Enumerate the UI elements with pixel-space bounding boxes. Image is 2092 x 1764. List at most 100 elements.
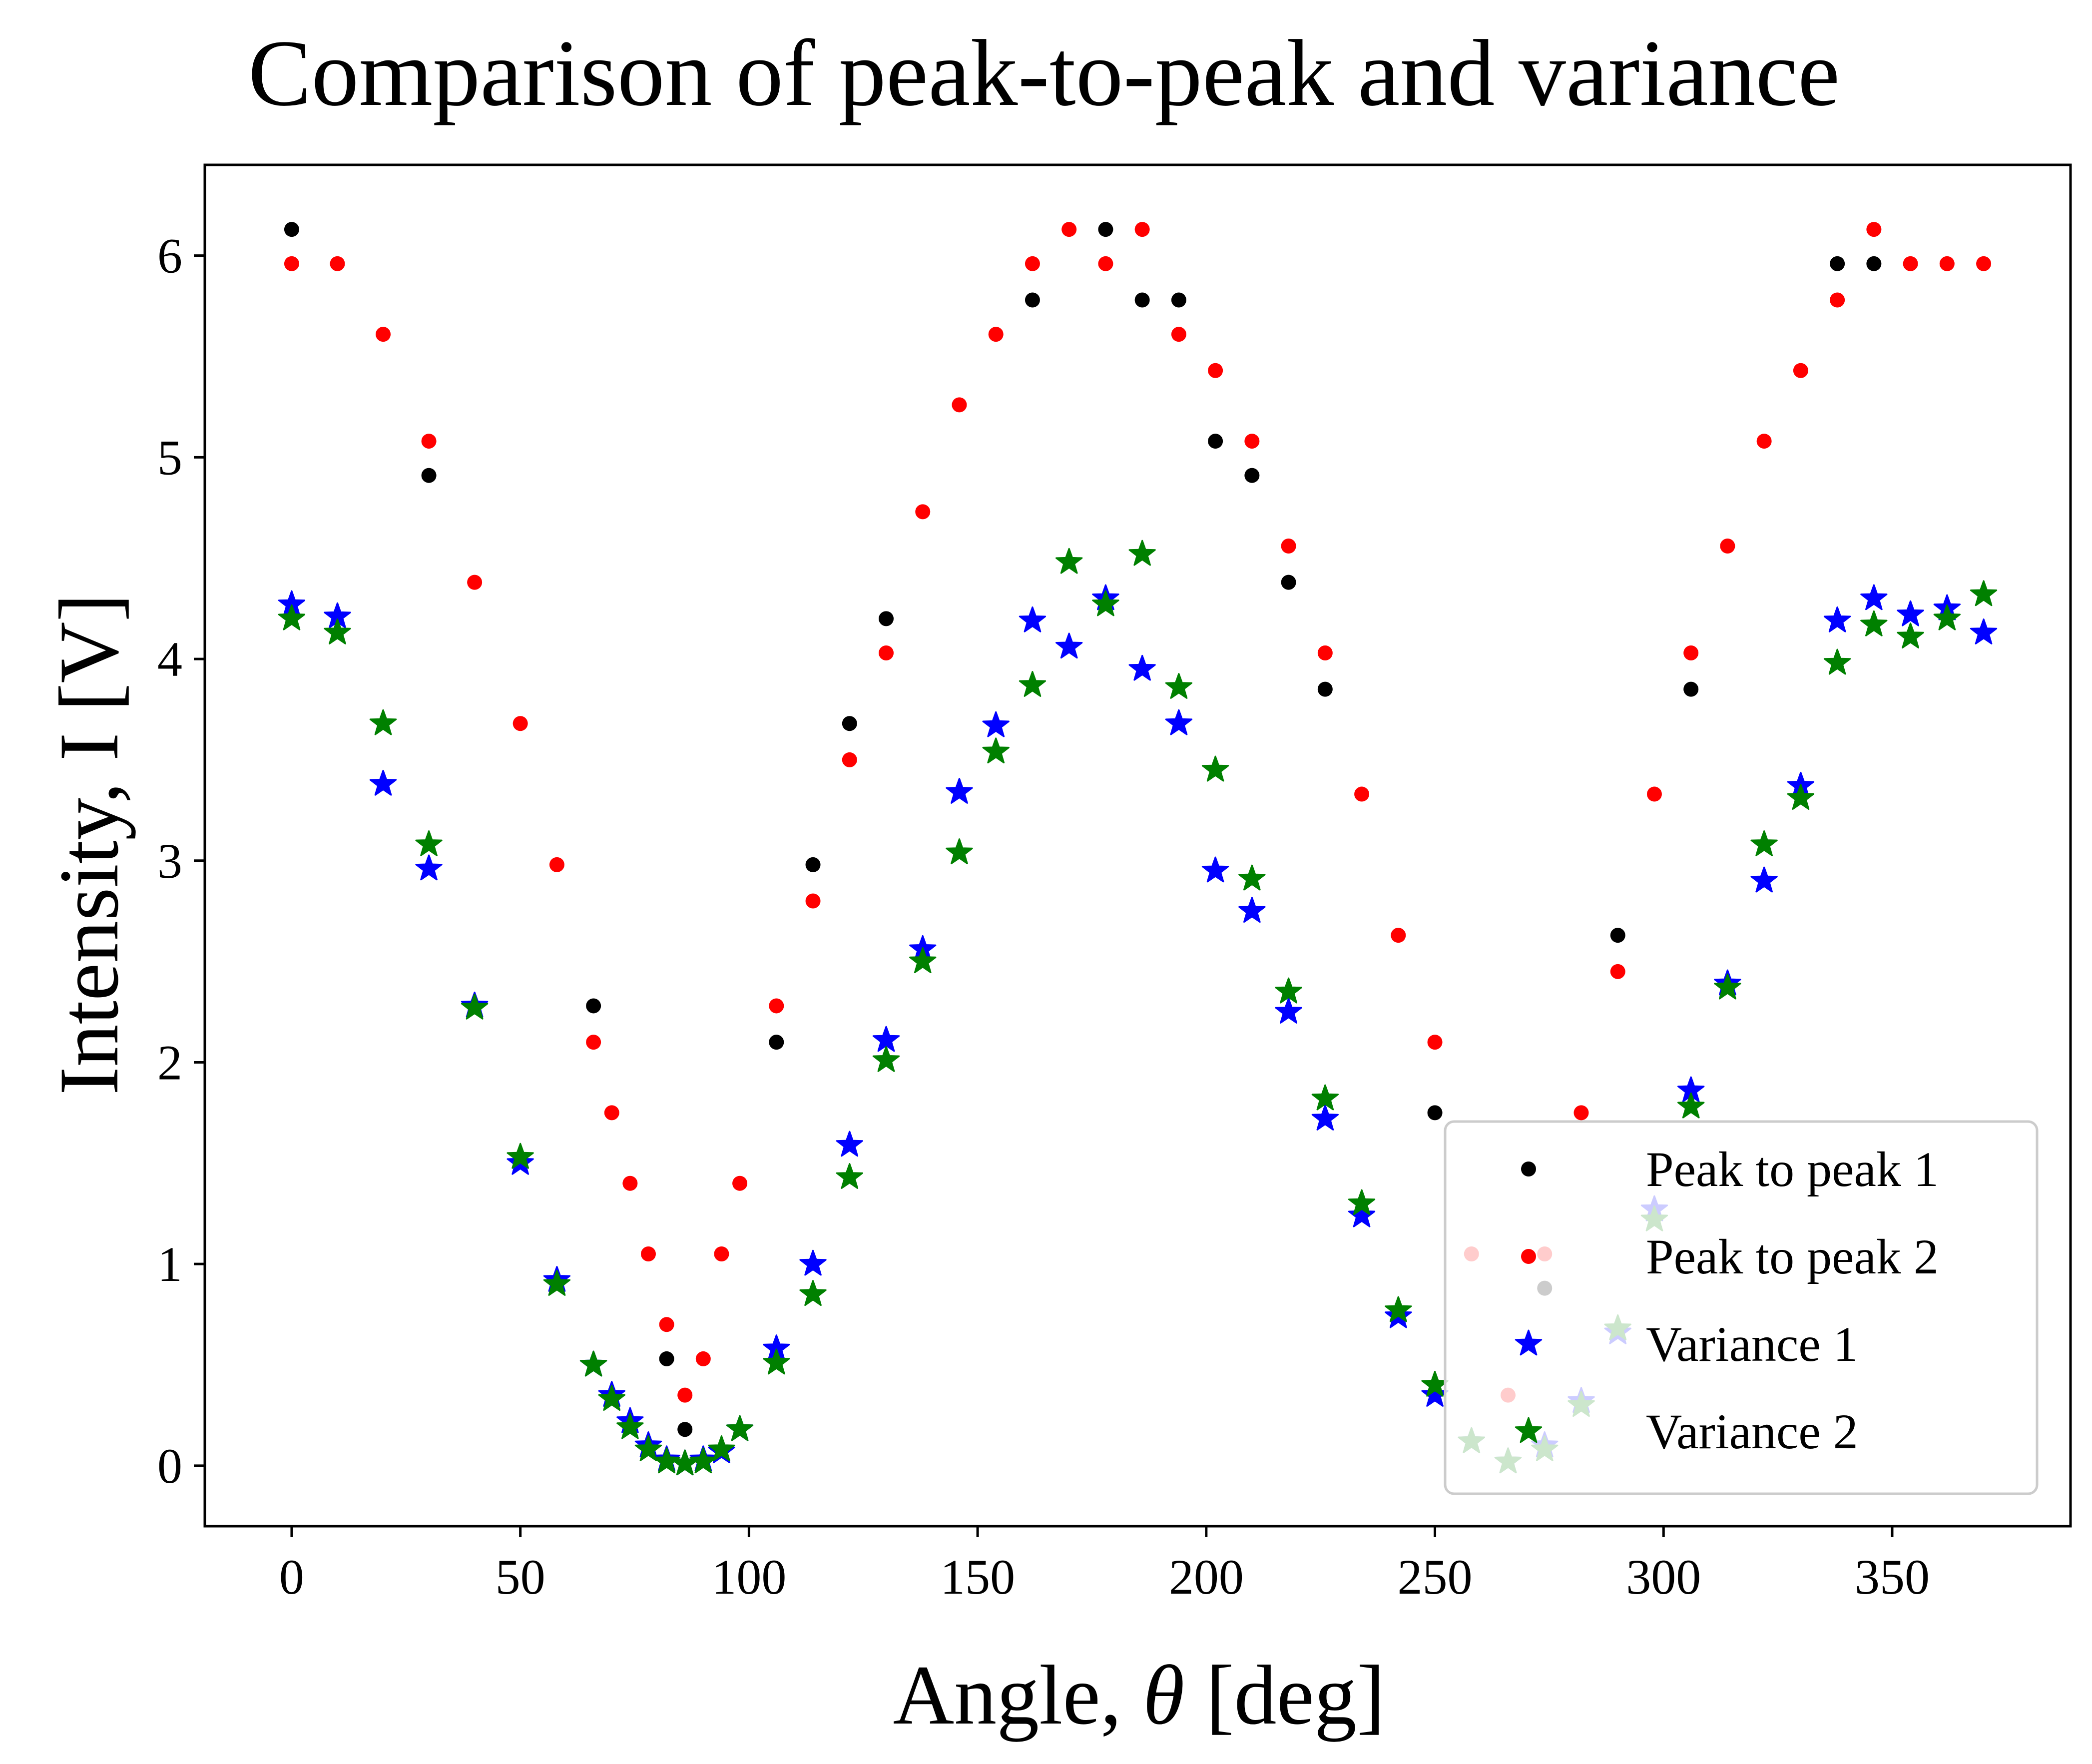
y-tick-label: 4 bbox=[157, 631, 182, 687]
data-point bbox=[1201, 755, 1229, 782]
data-point bbox=[1756, 434, 1772, 449]
data-point bbox=[659, 1351, 674, 1366]
data-point bbox=[376, 327, 391, 342]
data-point bbox=[1787, 784, 1815, 810]
data-point bbox=[763, 1348, 790, 1375]
data-point bbox=[579, 1350, 607, 1377]
data-point bbox=[1244, 434, 1260, 449]
x-axis-label-symbol: θ bbox=[1143, 1648, 1185, 1742]
data-point bbox=[622, 1176, 638, 1191]
data-point bbox=[1348, 1189, 1376, 1215]
chart-title: Comparison of peak-to-peak and variance bbox=[248, 21, 1840, 126]
data-point bbox=[1019, 606, 1046, 632]
x-tick-label: 250 bbox=[1398, 1549, 1473, 1605]
y-tick-label: 2 bbox=[157, 1035, 182, 1090]
data-point bbox=[634, 1435, 662, 1461]
data-point bbox=[421, 434, 437, 449]
series-peak-to-peak-2 bbox=[284, 222, 1992, 1403]
data-point bbox=[1860, 584, 1888, 610]
data-point bbox=[1019, 671, 1046, 697]
legend-marker bbox=[1521, 1162, 1536, 1176]
data-point bbox=[513, 716, 528, 731]
data-point bbox=[842, 752, 857, 767]
data-point bbox=[842, 716, 857, 731]
data-point bbox=[1970, 580, 1998, 606]
x-tick-label: 200 bbox=[1169, 1549, 1244, 1605]
data-point bbox=[461, 994, 489, 1020]
data-point bbox=[598, 1385, 625, 1411]
data-point bbox=[988, 327, 1004, 342]
data-point bbox=[659, 1317, 674, 1332]
data-point bbox=[879, 645, 894, 660]
data-point bbox=[421, 468, 437, 483]
legend-label: Peak to peak 1 bbox=[1646, 1142, 1939, 1197]
y-tick-label: 6 bbox=[157, 228, 182, 284]
data-point bbox=[1823, 606, 1851, 632]
data-point bbox=[1311, 1105, 1339, 1131]
data-point bbox=[415, 854, 443, 881]
data-point bbox=[732, 1176, 748, 1191]
data-point bbox=[1939, 256, 1955, 271]
data-point bbox=[909, 947, 937, 973]
data-point bbox=[1098, 256, 1113, 271]
data-point bbox=[946, 838, 973, 864]
data-point bbox=[1165, 673, 1193, 699]
data-point bbox=[1055, 632, 1083, 659]
data-point bbox=[1677, 1092, 1705, 1119]
data-point bbox=[671, 1449, 699, 1476]
data-point bbox=[330, 256, 345, 271]
data-point bbox=[1714, 973, 1741, 1000]
data-point bbox=[982, 737, 1010, 764]
data-point bbox=[1866, 256, 1882, 271]
data-point bbox=[805, 893, 821, 909]
data-point bbox=[1720, 539, 1735, 554]
data-point bbox=[604, 1105, 619, 1121]
x-tick-label: 0 bbox=[279, 1549, 304, 1605]
data-point bbox=[1348, 1201, 1376, 1227]
data-point bbox=[543, 1270, 571, 1296]
data-point bbox=[1830, 292, 1845, 308]
x-axis-label-prefix: Angle, bbox=[893, 1648, 1142, 1742]
data-point bbox=[1793, 363, 1808, 378]
x-tick-label: 300 bbox=[1626, 1549, 1701, 1605]
y-tick-label: 0 bbox=[157, 1438, 182, 1494]
data-point bbox=[1385, 1296, 1412, 1322]
data-point bbox=[1061, 222, 1077, 237]
data-point bbox=[1025, 256, 1040, 271]
data-point bbox=[1823, 648, 1851, 675]
data-point bbox=[1354, 786, 1370, 802]
data-point bbox=[1275, 977, 1302, 1004]
x-tick-label: 50 bbox=[496, 1549, 545, 1605]
data-point bbox=[1427, 1035, 1443, 1050]
data-point bbox=[1244, 468, 1260, 483]
data-point bbox=[677, 1422, 693, 1437]
data-point bbox=[1646, 786, 1662, 802]
data-point bbox=[769, 998, 784, 1014]
data-point bbox=[1281, 539, 1296, 554]
data-point bbox=[586, 998, 601, 1014]
data-point bbox=[872, 1026, 900, 1052]
plot-area-frame bbox=[203, 163, 2072, 1528]
data-point bbox=[1427, 1105, 1443, 1121]
data-point bbox=[1750, 866, 1778, 893]
data-point bbox=[1208, 434, 1223, 449]
data-point bbox=[369, 709, 397, 735]
data-point bbox=[1317, 681, 1333, 697]
data-point bbox=[1165, 709, 1193, 735]
data-point bbox=[1391, 928, 1406, 943]
data-point bbox=[805, 857, 821, 872]
data-point bbox=[1933, 604, 1961, 630]
legend-marker bbox=[1515, 1329, 1543, 1356]
data-point bbox=[1897, 622, 1924, 648]
data-point bbox=[1171, 327, 1186, 342]
data-point bbox=[586, 1035, 601, 1050]
data-point bbox=[1610, 964, 1625, 979]
legend-frame bbox=[1444, 1120, 2039, 1495]
legend-label: Peak to peak 2 bbox=[1646, 1229, 1939, 1284]
data-point bbox=[507, 1143, 534, 1169]
x-tick-label: 150 bbox=[940, 1549, 1015, 1605]
data-point bbox=[799, 1249, 827, 1276]
data-point bbox=[799, 1280, 827, 1306]
x-tick-label: 350 bbox=[1855, 1549, 1930, 1605]
